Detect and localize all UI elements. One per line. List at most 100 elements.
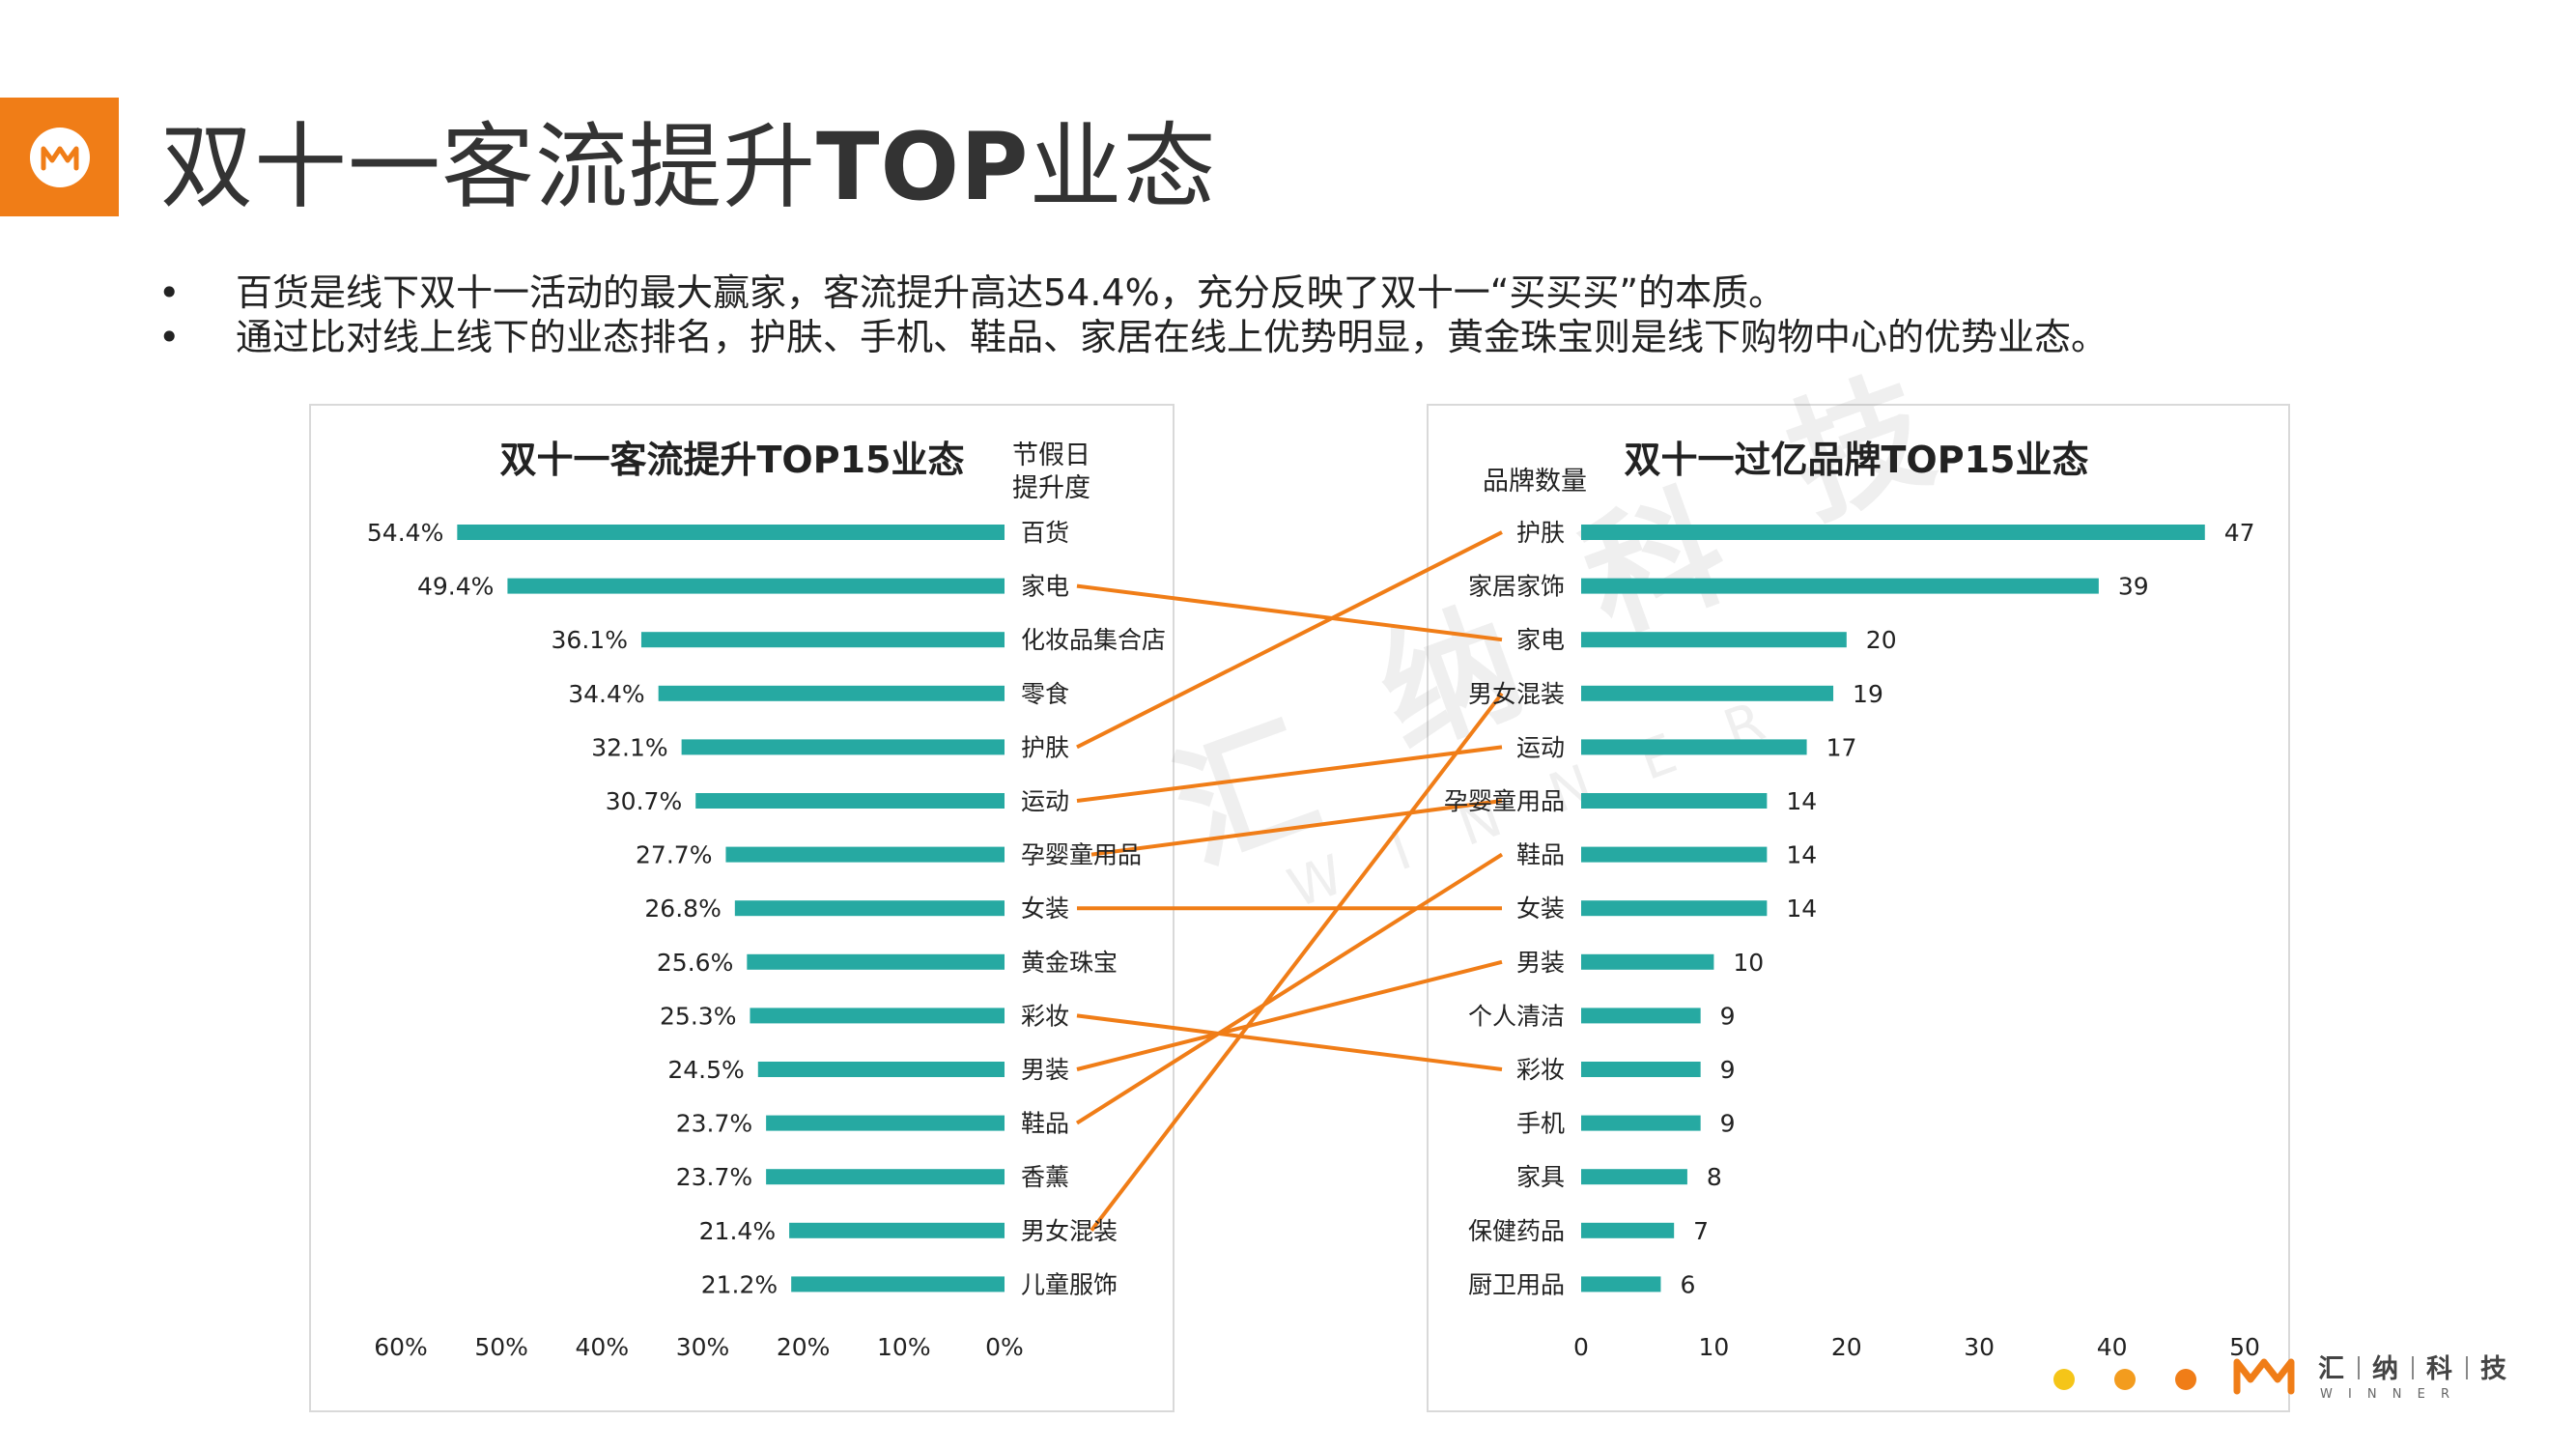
right-category-label: 男女混装 — [1468, 680, 1565, 708]
footer-brand-char: 技 — [2480, 1354, 2506, 1384]
left-bar — [757, 1062, 1005, 1077]
right-axis-tick: 30 — [1964, 1333, 1995, 1361]
right-category-label: 手机 — [1516, 1110, 1565, 1138]
left-value-label: 54.4% — [367, 519, 443, 547]
right-bar — [1581, 1115, 1701, 1131]
left-bar — [747, 953, 1005, 970]
footer-dot — [2053, 1369, 2075, 1390]
footer-brand-en: W I N N E R — [2320, 1387, 2455, 1402]
footer-logo-icon — [2233, 1358, 2295, 1395]
left-category-label: 护肤 — [1021, 733, 1069, 761]
left-category-label: 运动 — [1021, 787, 1069, 815]
left-value-label: 25.3% — [660, 1002, 736, 1030]
footer-brand: 汇 纳 科 技 W I N N E R — [2053, 1353, 2506, 1402]
left-bar — [766, 1169, 1005, 1185]
right-bar — [1581, 578, 2099, 594]
footer-brand-char: 科 — [2426, 1354, 2452, 1384]
right-bar — [1581, 1276, 1661, 1293]
left-category-label: 黄金珠宝 — [1021, 949, 1118, 977]
left-bar — [791, 1276, 1005, 1293]
left-bar — [750, 1008, 1005, 1024]
left-axis-tick: 30% — [676, 1333, 730, 1361]
right-bar — [1581, 846, 1768, 863]
left-bar — [681, 739, 1005, 755]
left-bar — [695, 793, 1005, 809]
right-chart-header: 品牌数量 — [1483, 467, 1587, 497]
right-category-label: 厨卫用品 — [1468, 1270, 1565, 1298]
left-category-label: 零食 — [1021, 680, 1069, 708]
summary-bullets: 百货是线下双十一活动的最大赢家，客流提升高达54.4%，充分反映了双十一“买买买… — [155, 270, 2108, 359]
left-value-label: 24.5% — [667, 1056, 744, 1084]
left-chart-marks: 54.4% 百货 49.4% 家电 36.1% 化妆品集合店 34.4% 零食 32.1% 护肤 3… — [367, 519, 1166, 1361]
left-bar — [507, 578, 1005, 594]
link-lines — [1075, 530, 1504, 1233]
left-value-label: 26.8% — [644, 895, 721, 923]
right-bar — [1581, 632, 1847, 648]
left-value-label: 36.1% — [552, 626, 628, 654]
left-axis-tick: 0% — [985, 1333, 1024, 1361]
left-value-label: 27.7% — [636, 841, 712, 869]
right-bar — [1581, 685, 1834, 701]
right-category-label: 男装 — [1516, 949, 1565, 977]
left-chart-header-line1: 节假日 — [1012, 440, 1090, 470]
right-axis-tick: 40 — [2097, 1333, 2128, 1361]
link-line — [1076, 745, 1503, 803]
left-category-label: 孕婴童用品 — [1021, 841, 1142, 869]
right-category-label: 运动 — [1516, 733, 1565, 761]
left-value-label: 49.4% — [417, 573, 494, 601]
right-value-label: 14 — [1786, 787, 1817, 815]
right-bar — [1581, 525, 2205, 540]
left-value-label: 32.1% — [591, 733, 667, 761]
left-category-label: 香薰 — [1021, 1163, 1069, 1191]
right-axis-tick: 20 — [1831, 1333, 1862, 1361]
right-axis-tick: 10 — [1698, 1333, 1729, 1361]
right-bar — [1581, 739, 1807, 755]
right-value-label: 6 — [1680, 1270, 1695, 1298]
footer-brand-char: 汇 — [2318, 1354, 2344, 1384]
right-chart-marks: 47 护肤 39 家居家饰 20 家电 19 男女混装 17 运动 14 孕婴童用品 14 鞋品 14 女装 1… — [1444, 519, 2260, 1361]
right-value-label: 17 — [1826, 733, 1857, 761]
left-bar — [766, 1115, 1005, 1131]
left-bar — [640, 632, 1005, 648]
right-value-label: 10 — [1733, 949, 1764, 977]
right-category-label: 孕婴童用品 — [1444, 787, 1565, 815]
right-bar — [1581, 1008, 1701, 1024]
right-bar — [1581, 1062, 1701, 1077]
left-category-label: 百货 — [1021, 519, 1069, 547]
right-bar — [1581, 793, 1768, 809]
link-line — [1076, 1013, 1503, 1071]
right-axis-tick: 50 — [2229, 1333, 2260, 1361]
right-category-label: 彩妆 — [1516, 1056, 1565, 1084]
left-value-label: 21.4% — [699, 1217, 776, 1245]
left-category-label: 男女混装 — [1021, 1217, 1118, 1245]
right-category-label: 家电 — [1516, 626, 1565, 654]
left-chart-header-line2: 提升度 — [1012, 473, 1090, 503]
right-bar — [1581, 1169, 1687, 1185]
left-axis-tick: 10% — [877, 1333, 931, 1361]
left-value-label: 25.6% — [657, 949, 733, 977]
right-value-label: 9 — [1720, 1110, 1736, 1138]
right-category-label: 鞋品 — [1516, 841, 1565, 869]
left-axis-tick: 60% — [374, 1333, 428, 1361]
left-category-label: 男装 — [1021, 1056, 1069, 1084]
right-value-label: 14 — [1786, 895, 1817, 923]
link-line — [1076, 959, 1503, 1071]
right-category-label: 家具 — [1516, 1163, 1565, 1191]
left-value-label: 30.7% — [606, 787, 682, 815]
right-value-label: 47 — [2224, 519, 2255, 547]
left-value-label: 23.7% — [676, 1110, 752, 1138]
bullet-item: 通过比对线上线下的业态排名，护肤、手机、鞋品、家居在线上优势明显，黄金珠宝则是线… — [155, 315, 2108, 359]
right-value-label: 9 — [1720, 1056, 1736, 1084]
left-bar — [789, 1222, 1005, 1238]
right-value-label: 8 — [1707, 1163, 1722, 1191]
right-value-label: 9 — [1720, 1002, 1736, 1030]
right-bar — [1581, 1222, 1675, 1238]
footer-dot — [2175, 1369, 2196, 1390]
page-title: 双十一客流提升TOP业态 — [160, 113, 1217, 221]
left-category-label: 家电 — [1021, 573, 1069, 601]
link-line — [1090, 692, 1504, 1233]
right-axis-tick: 0 — [1573, 1333, 1589, 1361]
right-bar — [1581, 900, 1768, 917]
right-category-label: 保健药品 — [1468, 1217, 1565, 1245]
